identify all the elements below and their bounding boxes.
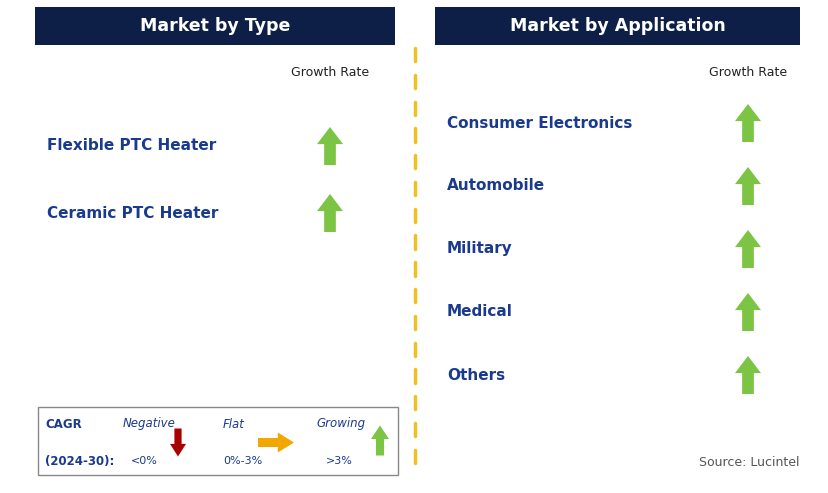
- Text: >3%: >3%: [325, 456, 353, 466]
- FancyBboxPatch shape: [35, 7, 394, 45]
- Polygon shape: [734, 293, 760, 331]
- Polygon shape: [734, 167, 760, 205]
- Text: 0%-3%: 0%-3%: [223, 456, 262, 466]
- Text: Flat: Flat: [223, 418, 244, 430]
- Text: Military: Military: [446, 242, 513, 256]
- Text: Source: Lucintel: Source: Lucintel: [699, 457, 799, 469]
- Text: Market by Type: Market by Type: [140, 17, 290, 35]
- Polygon shape: [734, 356, 760, 394]
- Polygon shape: [258, 432, 294, 453]
- Polygon shape: [316, 194, 343, 232]
- FancyBboxPatch shape: [38, 407, 397, 475]
- Text: Consumer Electronics: Consumer Electronics: [446, 115, 632, 131]
- Text: (2024-30):: (2024-30):: [45, 455, 114, 467]
- Text: CAGR: CAGR: [45, 418, 82, 430]
- Text: Growing: Growing: [315, 418, 364, 430]
- FancyBboxPatch shape: [435, 7, 799, 45]
- Polygon shape: [170, 428, 185, 457]
- Polygon shape: [734, 104, 760, 142]
- Polygon shape: [734, 230, 760, 268]
- Text: Growth Rate: Growth Rate: [708, 66, 786, 79]
- Text: Flexible PTC Heater: Flexible PTC Heater: [47, 139, 216, 153]
- Text: Market by Application: Market by Application: [509, 17, 724, 35]
- Text: Negative: Negative: [123, 418, 176, 430]
- Polygon shape: [316, 127, 343, 165]
- Text: Others: Others: [446, 367, 504, 383]
- Polygon shape: [371, 425, 388, 456]
- Text: Medical: Medical: [446, 305, 513, 319]
- Text: Ceramic PTC Heater: Ceramic PTC Heater: [47, 206, 218, 220]
- Text: Automobile: Automobile: [446, 178, 545, 193]
- Text: Growth Rate: Growth Rate: [291, 66, 368, 79]
- Text: <0%: <0%: [131, 456, 157, 466]
